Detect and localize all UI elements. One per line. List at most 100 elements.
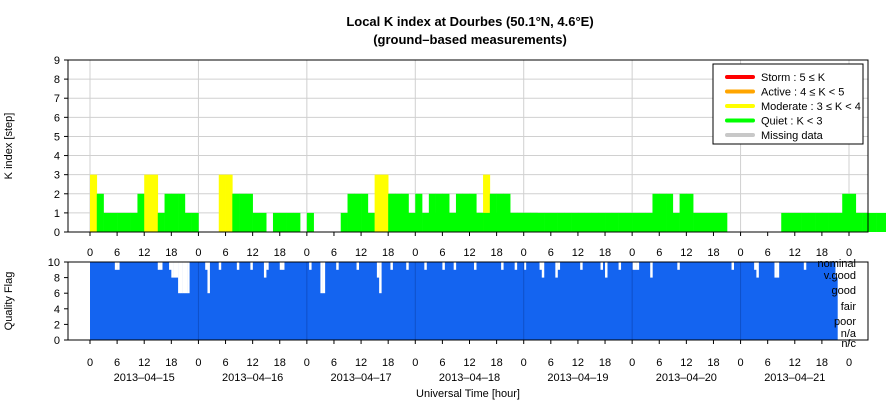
q-x-tick-label: 6 bbox=[656, 357, 662, 369]
k-x-tick-label: 6 bbox=[222, 247, 228, 259]
k-bar bbox=[801, 212, 809, 232]
q-y-tick-label: 4 bbox=[54, 304, 60, 316]
k-x-tick-label: 18 bbox=[707, 247, 719, 259]
k-x-tick-label: 6 bbox=[656, 247, 662, 259]
k-y-tick-label: 0 bbox=[54, 227, 60, 239]
k-bar bbox=[510, 212, 518, 232]
k-bar bbox=[232, 193, 240, 232]
quality-bar-dip bbox=[424, 262, 427, 270]
k-bar bbox=[835, 212, 843, 232]
quality-bar-dip bbox=[336, 262, 339, 270]
k-x-tick-label: 18 bbox=[165, 247, 177, 259]
q-x-tick-label: 12 bbox=[138, 357, 150, 369]
k-bar bbox=[713, 212, 721, 232]
quality-bar-dip bbox=[632, 262, 635, 270]
q-x-tick-label: 6 bbox=[439, 357, 445, 369]
quality-bar-dip bbox=[114, 262, 118, 270]
q-x-tick-label: 6 bbox=[548, 357, 554, 369]
date-label: 2013–04–19 bbox=[547, 372, 608, 384]
q-x-tick-label: 0 bbox=[195, 357, 201, 369]
k-x-tick-label: 0 bbox=[304, 247, 310, 259]
quality-flag-label: good bbox=[832, 285, 856, 297]
k-bar bbox=[252, 212, 260, 232]
k-bar bbox=[815, 212, 823, 232]
quality-bar-dip bbox=[282, 262, 285, 270]
k-bar bbox=[720, 212, 728, 232]
k-bar bbox=[605, 212, 613, 232]
k-x-tick-label: 12 bbox=[789, 247, 801, 259]
chart-title: Local K index at Dourbes (50.1°N, 4.6°E) bbox=[346, 14, 593, 29]
q-x-tick-label: 12 bbox=[680, 357, 692, 369]
k-bar bbox=[862, 212, 870, 232]
k-bar bbox=[130, 212, 138, 232]
q-x-tick-label: 0 bbox=[304, 357, 310, 369]
quality-bar-dip bbox=[442, 262, 445, 270]
k-bar bbox=[598, 212, 606, 232]
k-bar bbox=[469, 212, 477, 232]
k-x-tick-label: 0 bbox=[629, 247, 635, 259]
k-bar bbox=[537, 212, 545, 232]
k-bar bbox=[788, 212, 796, 232]
quality-bar-dip bbox=[379, 262, 382, 294]
q-y-ticks: 0 2 4 6 8 10 bbox=[48, 257, 68, 347]
quality-bar-dip bbox=[175, 262, 179, 278]
k-bar bbox=[225, 174, 233, 232]
k-bar bbox=[117, 212, 125, 232]
k-y-tick-label: 6 bbox=[54, 112, 60, 124]
k-bar bbox=[564, 212, 572, 232]
k-bar bbox=[394, 193, 403, 232]
quality-bar-dip bbox=[600, 262, 603, 270]
quality-bar-dip bbox=[207, 262, 210, 294]
quality-bar-dip bbox=[835, 262, 838, 278]
quality-bar-dip bbox=[555, 262, 558, 278]
k-bar bbox=[645, 212, 653, 232]
k-bar bbox=[483, 174, 491, 232]
k-bar bbox=[530, 212, 538, 232]
k-bar bbox=[503, 212, 511, 232]
k-bar bbox=[659, 193, 667, 232]
legend-label: Storm : 5 ≤ K bbox=[761, 72, 826, 84]
quality-bar-dip bbox=[514, 262, 518, 270]
q-x-tick-label: 12 bbox=[463, 357, 475, 369]
k-bar bbox=[178, 193, 186, 232]
k-y-tick-label: 5 bbox=[54, 131, 60, 143]
k-bar bbox=[218, 174, 226, 232]
k-x-tick-label: 0 bbox=[87, 247, 93, 259]
k-x-tick-label: 18 bbox=[274, 247, 286, 259]
quality-bar-dip bbox=[580, 262, 583, 270]
quality-bar-dip bbox=[390, 262, 393, 270]
k-bar bbox=[347, 193, 355, 232]
legend-label: Quiet : K < 3 bbox=[761, 116, 822, 128]
legend-label: Moderate : 3 ≤ K < 4 bbox=[761, 101, 861, 113]
k-bar bbox=[516, 212, 525, 232]
q-x-tick-label: 18 bbox=[274, 357, 286, 369]
k-bar bbox=[239, 193, 247, 232]
q-x-tick-label: 0 bbox=[87, 357, 93, 369]
q-y-tick-label: 2 bbox=[54, 319, 60, 331]
q-x-tick-label: 12 bbox=[789, 357, 801, 369]
quality-bar-dip bbox=[774, 262, 777, 278]
q-x-tick-label: 18 bbox=[816, 357, 828, 369]
q-y-axis-label: Quality Flag bbox=[3, 272, 15, 331]
quality-bar-dip bbox=[541, 262, 545, 278]
legend: Storm : 5 ≤ K Active : 4 ≤ K < 5 Moderate … bbox=[712, 63, 864, 145]
k-bar bbox=[557, 212, 565, 232]
quality-bar-dip bbox=[187, 262, 190, 294]
quality-bar-dip bbox=[117, 262, 120, 270]
quality-bar-dip bbox=[618, 262, 622, 270]
k-bar bbox=[388, 193, 396, 232]
x-axis-label: Universal Time [hour] bbox=[416, 388, 520, 400]
q-y-tick-label: 6 bbox=[54, 288, 60, 300]
k-bar bbox=[618, 212, 626, 232]
legend-label: Active : 4 ≤ K < 5 bbox=[761, 87, 844, 99]
quality-flag-label: n/c bbox=[841, 338, 856, 350]
k-bar bbox=[401, 193, 409, 232]
k-bar bbox=[279, 212, 287, 232]
k-bar bbox=[849, 193, 857, 232]
k-bar bbox=[428, 212, 436, 232]
k-x-tick-label: 12 bbox=[680, 247, 692, 259]
k-bar bbox=[408, 212, 416, 232]
k-bar bbox=[455, 212, 464, 232]
k-bar bbox=[638, 212, 646, 232]
